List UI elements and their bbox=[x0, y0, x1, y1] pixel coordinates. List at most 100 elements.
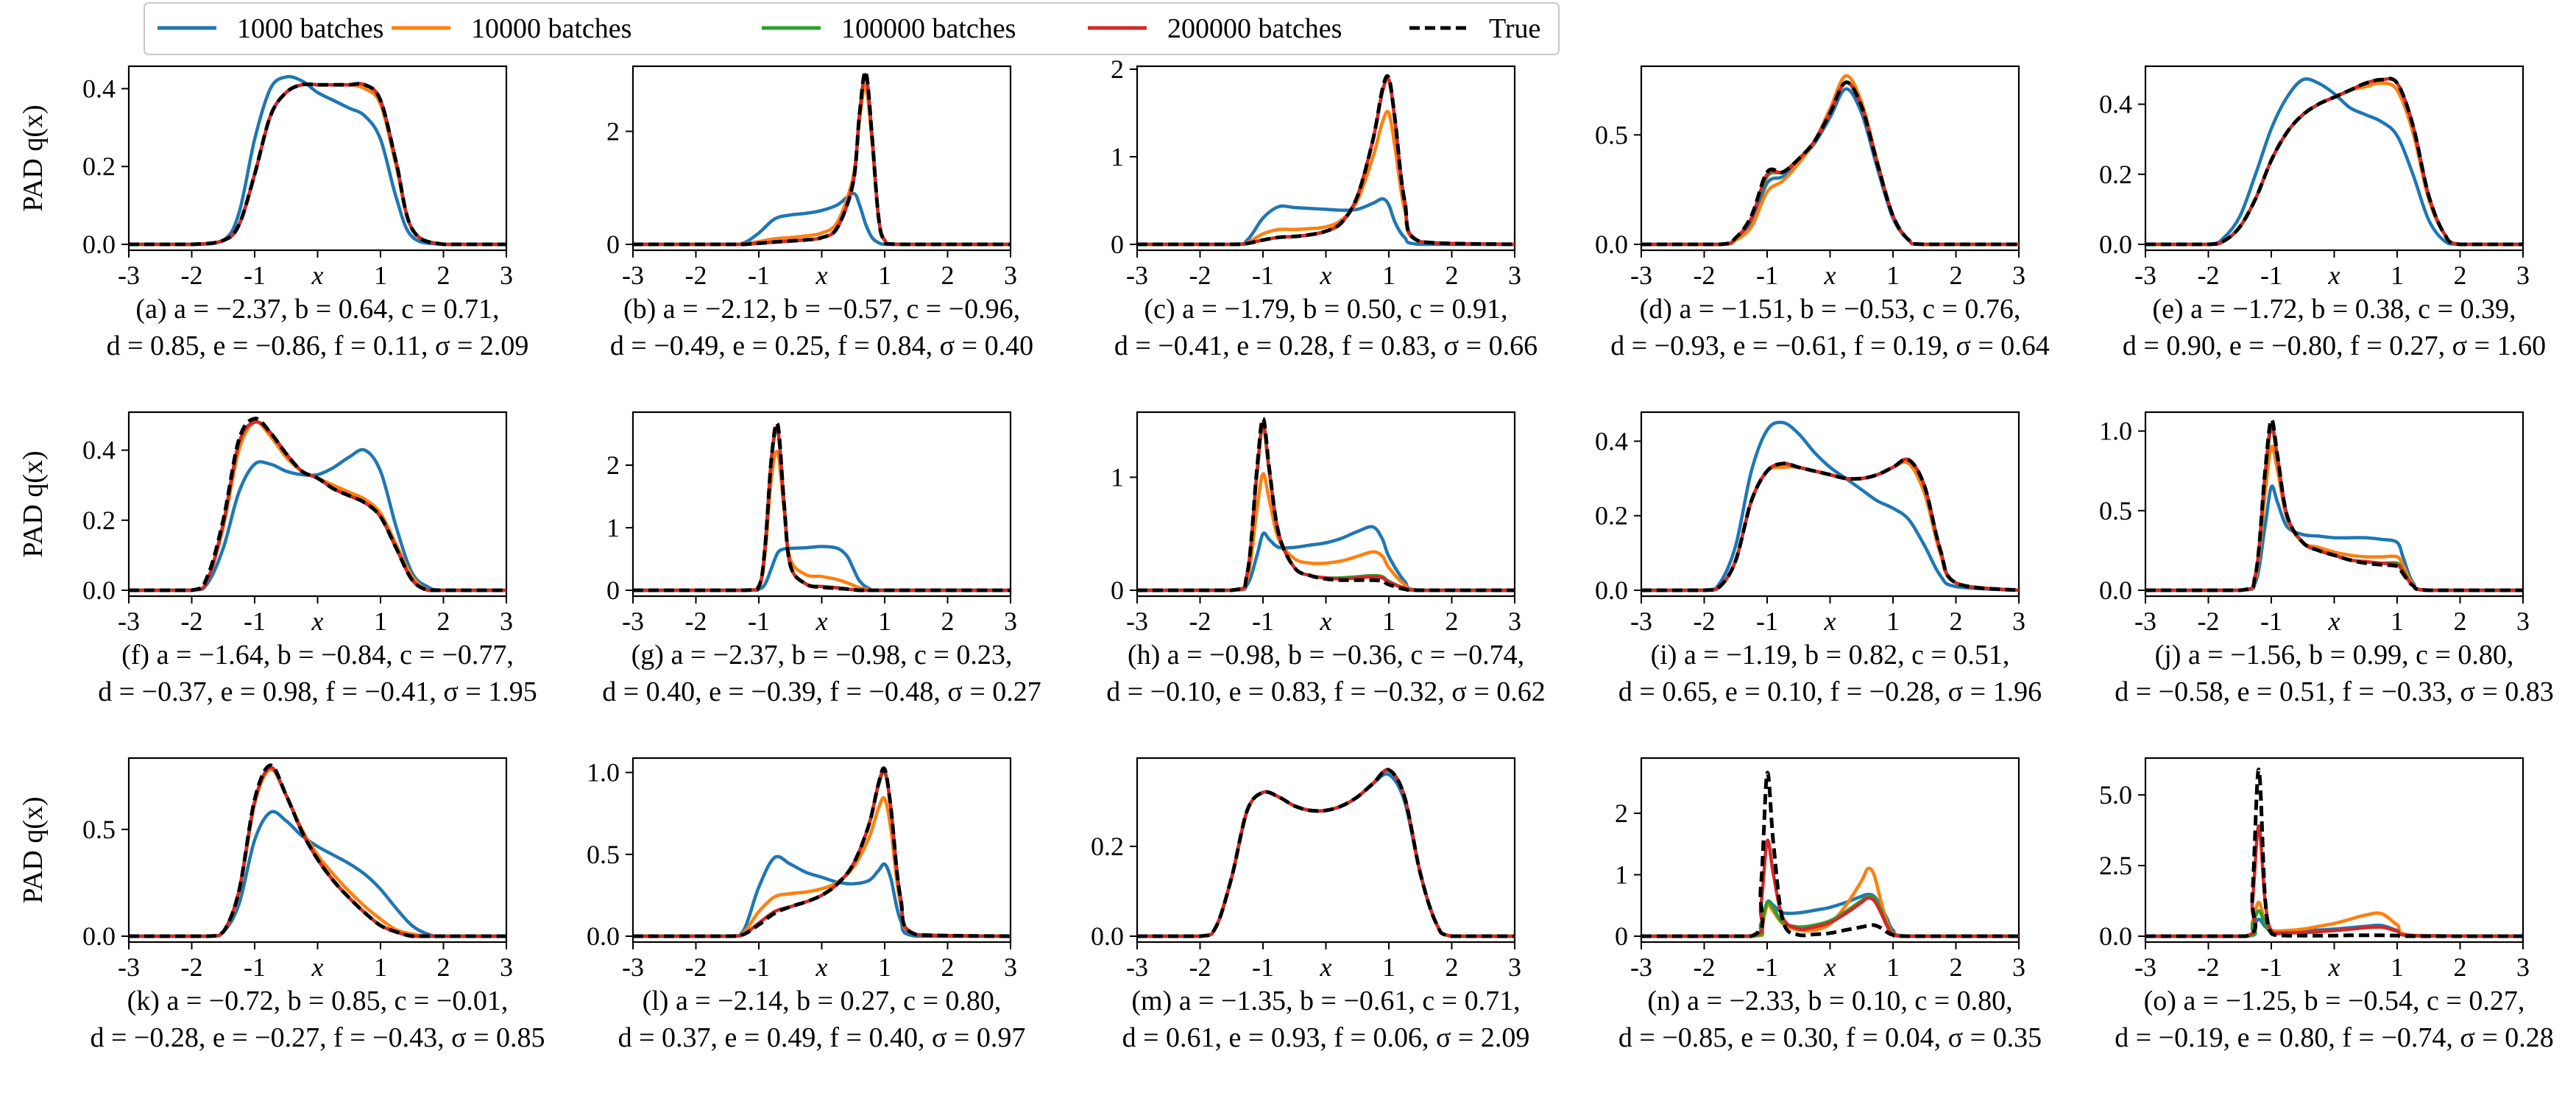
axes-frame bbox=[2144, 411, 2524, 598]
series-group bbox=[1641, 771, 2019, 938]
series-line-100000-batches bbox=[129, 82, 506, 247]
series-group bbox=[1137, 74, 1515, 247]
series-group bbox=[2145, 417, 2523, 592]
x-tick-label: 2 bbox=[2454, 261, 2467, 290]
series-line-100000-batches bbox=[129, 420, 506, 592]
panel-caption-line2: d = −0.37, e = 0.98, f = −0.41, σ = 1.95 bbox=[98, 676, 537, 707]
series-line-true bbox=[633, 421, 1011, 592]
y-tick-label: 0.5 bbox=[587, 840, 620, 869]
panel-caption-line1: (i) a = −1.19, b = 0.82, c = 0.51, bbox=[1651, 640, 2010, 670]
axes-frame bbox=[1640, 65, 2020, 252]
series-line-true bbox=[1641, 457, 2019, 592]
x-tick-label: 1 bbox=[1886, 952, 1900, 982]
panel-m: 0.0 0.2 -3 -2 -1 x 1 2 3 (m) a = −1.35, b = −0.61… bbox=[1091, 757, 1529, 1053]
series-line-true bbox=[1137, 74, 1515, 247]
x-tick-label: -2 bbox=[181, 261, 203, 290]
y-tick-label: 0 bbox=[1111, 576, 1124, 605]
panel-caption-line2: d = −0.85, e = 0.30, f = 0.04, σ = 0.35 bbox=[1618, 1022, 2042, 1053]
x-tick-label: -1 bbox=[1756, 606, 1778, 636]
x-tick-label: 1 bbox=[878, 606, 891, 636]
axes-frame bbox=[1640, 411, 2020, 598]
axes-frame bbox=[1136, 411, 1516, 598]
y-tick-label: 2 bbox=[1615, 799, 1628, 828]
series-line-1000-batches bbox=[633, 191, 1011, 247]
series-line-200000-batches bbox=[1137, 76, 1515, 247]
panel-caption-line2: d = 0.90, e = −0.80, f = 0.27, σ = 1.60 bbox=[2123, 330, 2546, 361]
panel-caption-line1: (d) a = −1.51, b = −0.53, c = 0.76, bbox=[1640, 294, 2021, 325]
x-tick-label: 3 bbox=[2516, 261, 2530, 290]
y-tick-label: 2 bbox=[606, 116, 620, 146]
series-line-10000-batches bbox=[129, 768, 506, 938]
y-tick-label: 1 bbox=[1111, 142, 1124, 171]
series-line-10000-batches bbox=[1137, 768, 1515, 938]
series-line-200000-batches bbox=[129, 420, 506, 592]
x-tick-label: -2 bbox=[2198, 261, 2220, 290]
x-tick-label: 3 bbox=[1004, 606, 1017, 636]
x-tick-label: 2 bbox=[1446, 261, 1459, 290]
series-line-true bbox=[1641, 771, 2019, 938]
series-group bbox=[1137, 768, 1515, 938]
series-line-true bbox=[129, 417, 506, 592]
x-axis-label: x bbox=[2328, 606, 2340, 636]
series-line-1000-batches bbox=[2145, 484, 2523, 592]
y-tick-label: 1 bbox=[606, 513, 620, 542]
x-tick-label: -3 bbox=[1126, 952, 1148, 982]
x-tick-label: -2 bbox=[181, 606, 203, 636]
x-tick-label: 2 bbox=[941, 606, 955, 636]
x-tick-label: 1 bbox=[1382, 952, 1395, 982]
series-group bbox=[129, 74, 506, 247]
x-tick-label: -1 bbox=[748, 606, 770, 636]
x-tick-label: -3 bbox=[622, 952, 644, 982]
y-tick-label: 0.4 bbox=[82, 436, 116, 465]
axes-frame bbox=[631, 65, 1012, 252]
legend-frame bbox=[144, 2, 1560, 55]
series-line-true bbox=[2145, 77, 2523, 247]
x-tick-label: 2 bbox=[1446, 952, 1459, 982]
series-line-100000-batches bbox=[1641, 894, 2019, 938]
x-tick-label: -2 bbox=[1189, 952, 1211, 982]
series-line-100000-batches bbox=[1137, 76, 1515, 247]
panel-caption-line1: (k) a = −0.72, b = 0.85, c = −0.01, bbox=[127, 986, 509, 1016]
series-line-100000-batches bbox=[633, 770, 1011, 938]
series-line-100000-batches bbox=[2145, 425, 2523, 592]
y-tick-label: 2 bbox=[606, 450, 620, 480]
series-line-1000-batches bbox=[633, 545, 1011, 592]
series-group bbox=[129, 763, 506, 938]
x-tick-label: -3 bbox=[2134, 261, 2156, 290]
panel-i: 0.0 0.2 0.4 -3 -2 -1 x 1 2 3(i) a = −1.19, b = 0.… bbox=[1595, 411, 2042, 707]
x-tick-label: -2 bbox=[1694, 952, 1716, 982]
series-line-true bbox=[2145, 417, 2523, 592]
series-line-true bbox=[129, 763, 506, 938]
panel-caption-line2: d = −0.19, e = 0.80, f = −0.74, σ = 0.28 bbox=[2115, 1022, 2554, 1053]
series-group bbox=[1641, 420, 2019, 592]
series-line-true bbox=[1137, 417, 1515, 592]
x-tick-label: 2 bbox=[941, 261, 955, 290]
series-line-true bbox=[2145, 767, 2523, 938]
series-line-100000-batches bbox=[129, 765, 506, 938]
y-tick-label: 0.5 bbox=[82, 815, 116, 844]
series-line-true bbox=[1137, 768, 1515, 938]
series-line-1000-batches bbox=[129, 74, 506, 247]
series-group bbox=[2145, 767, 2523, 938]
series-group bbox=[633, 766, 1011, 938]
x-tick-label: -1 bbox=[1252, 261, 1274, 290]
x-tick-label: 3 bbox=[2012, 261, 2025, 290]
x-axis-label: x bbox=[815, 261, 828, 290]
series-line-1000-batches bbox=[1641, 420, 2019, 592]
x-tick-label: 2 bbox=[1950, 261, 1963, 290]
panel-caption-line2: d = 0.40, e = −0.39, f = −0.48, σ = 0.27 bbox=[602, 676, 1041, 707]
series-group bbox=[633, 421, 1011, 592]
x-tick-label: -1 bbox=[748, 952, 770, 982]
panel-n: 0 1 2 -3 -2 -1 x 1 2 3(n) a = −2.33, b = 0.10, c … bbox=[1615, 757, 2042, 1053]
axes-frame bbox=[631, 757, 1012, 944]
series-line-200000-batches bbox=[1641, 838, 2019, 938]
series-line-10000-batches bbox=[633, 84, 1011, 247]
x-tick-label: -2 bbox=[1694, 261, 1716, 290]
x-tick-label: -3 bbox=[118, 606, 140, 636]
series-line-100000-batches bbox=[2145, 77, 2523, 247]
legend-item: 1000 batches bbox=[158, 13, 383, 44]
series-line-1000-batches bbox=[1137, 197, 1515, 247]
series-line-10000-batches bbox=[633, 796, 1011, 938]
x-tick-label: 2 bbox=[941, 952, 955, 982]
x-tick-label: 1 bbox=[374, 952, 387, 982]
